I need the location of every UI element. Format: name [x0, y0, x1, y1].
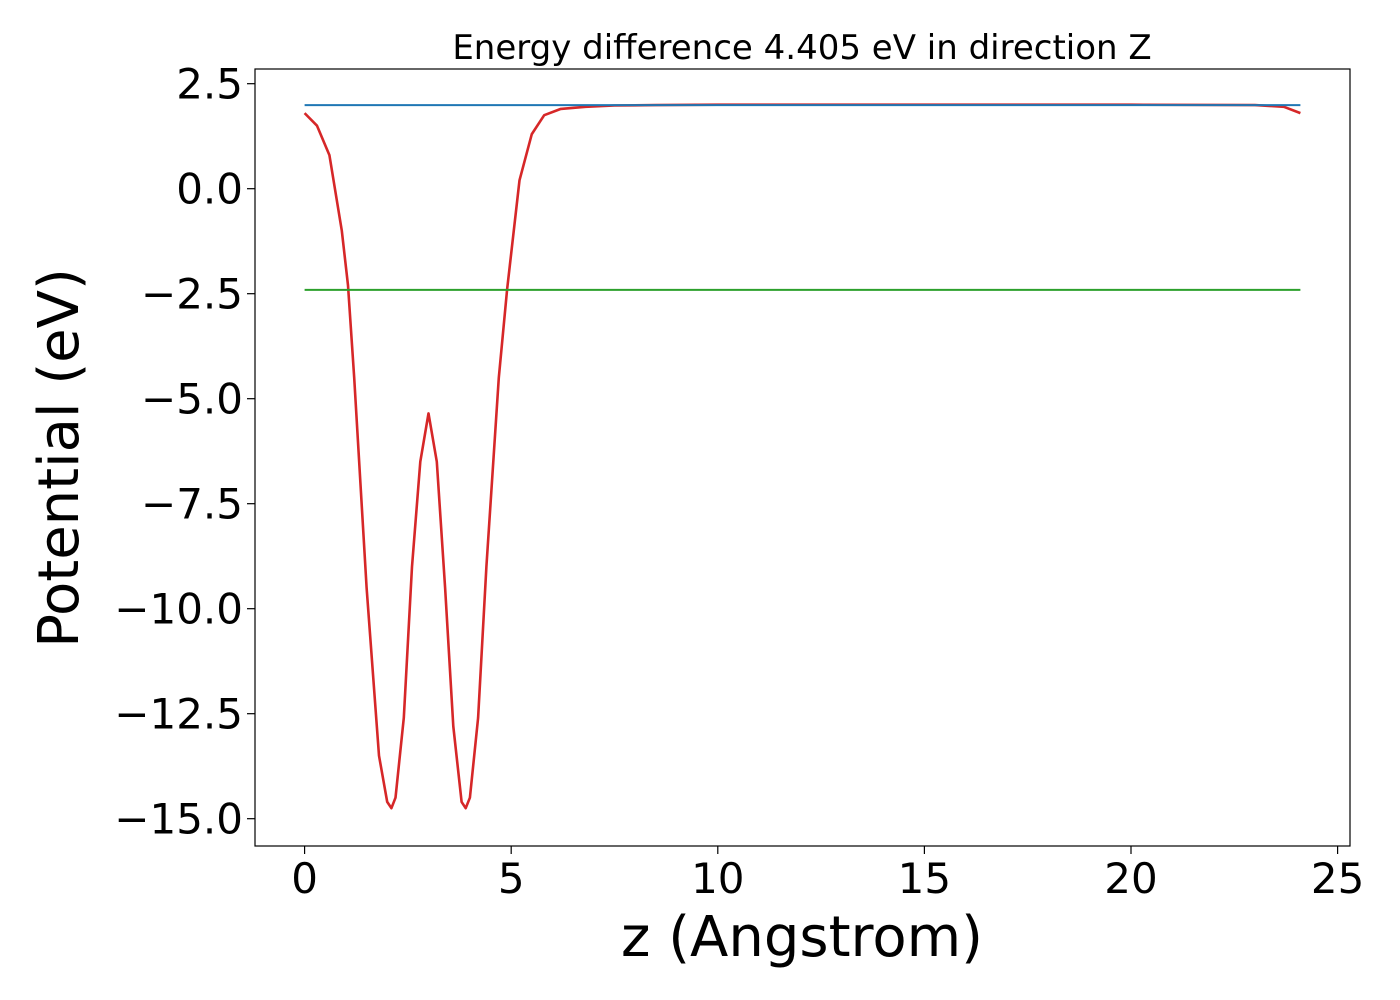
- series-layer: [303, 103, 1301, 810]
- y-tick-label: 0.0: [176, 165, 243, 214]
- y-tick-label: 2.5: [176, 60, 243, 109]
- x-tick-label: 0: [291, 854, 318, 903]
- x-tick-label: 25: [1311, 854, 1364, 903]
- plot-frame: [254, 68, 1351, 847]
- x-axis-label: z (Angstrom): [621, 905, 983, 970]
- y-tick-label: −7.5: [141, 480, 243, 529]
- y-axis-ticks: 2.5 0.0 −2.5 −5.0 −7.5 −10.0 −12.5 −15.0: [114, 60, 255, 844]
- y-tick-label: −15.0: [114, 795, 243, 844]
- x-tick-label: 15: [898, 854, 951, 903]
- y-axis-label: Potential (eV): [27, 268, 92, 648]
- y-tick-label: −12.5: [114, 690, 243, 739]
- chart-title: Energy difference 4.405 eV in direction …: [452, 28, 1151, 68]
- y-tick-label: −10.0: [114, 585, 243, 634]
- x-tick-label: 5: [498, 854, 525, 903]
- x-tick-label: 20: [1104, 854, 1157, 903]
- y-tick-label: −2.5: [141, 270, 243, 319]
- x-axis-ticks: 0 5 10 15 20 25: [291, 846, 1364, 903]
- y-tick-label: −5.0: [141, 375, 243, 424]
- x-tick-label: 10: [691, 854, 744, 903]
